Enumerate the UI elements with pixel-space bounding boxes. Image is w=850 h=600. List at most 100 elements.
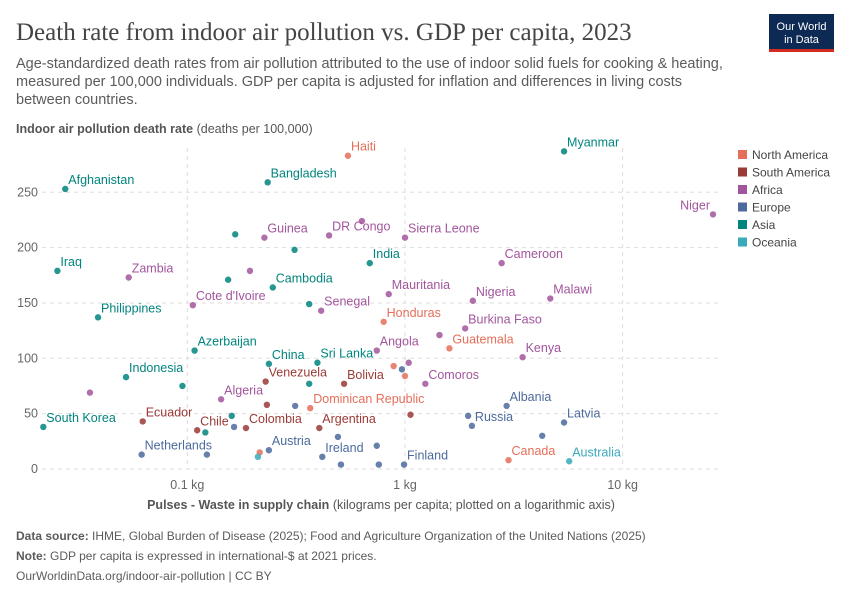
source: Data source: IHME, Global Burden of Dise… [16, 529, 646, 543]
data-point [325, 232, 333, 239]
data-point [539, 432, 546, 439]
point-label: Guinea [267, 222, 307, 236]
y-tick-label: 100 [17, 351, 38, 365]
point-label: Chile [200, 414, 229, 428]
point-label: Comoros [428, 368, 479, 382]
x-tick-label: 1 kg [393, 478, 417, 492]
data-point [314, 359, 321, 366]
point-label: Philippines [101, 301, 161, 315]
data-point [316, 424, 323, 432]
data-point [291, 402, 299, 410]
point-label: Colombia [249, 412, 302, 426]
data-point [139, 418, 146, 425]
point-label: Canada [512, 444, 556, 458]
data-point [373, 442, 380, 449]
point-label: Haiti [351, 140, 376, 154]
y-tick-label: 200 [17, 241, 38, 255]
data-point [468, 422, 476, 430]
data-point [265, 360, 273, 368]
point-label: Honduras [387, 306, 441, 320]
data-point [269, 284, 276, 291]
legend-swatch [738, 220, 747, 229]
point-label: Indonesia [129, 361, 183, 375]
source-label: Data source: [16, 529, 89, 543]
y-tick-label: 50 [24, 407, 38, 421]
y-tick-label: 0 [31, 462, 38, 476]
point-label: Guatemala [452, 332, 513, 346]
data-point [305, 380, 313, 387]
point-label: Venezuela [269, 366, 327, 380]
data-point [265, 446, 273, 454]
point-label: Myanmar [567, 135, 619, 149]
data-point [62, 185, 69, 193]
data-point [319, 453, 326, 461]
data-point [401, 234, 409, 241]
data-point [519, 354, 526, 361]
data-point [122, 373, 130, 381]
data-point [94, 314, 102, 321]
data-point [217, 396, 225, 403]
data-point [373, 347, 380, 354]
data-point [400, 461, 408, 468]
data-point [337, 461, 345, 468]
point-label: Bangladesh [271, 166, 337, 180]
data-point [224, 276, 232, 283]
data-point [560, 419, 568, 426]
data-point [305, 300, 313, 308]
data-point [390, 362, 397, 370]
y-tick-label: 250 [17, 185, 38, 199]
data-point [291, 246, 298, 254]
point-label: Cambodia [276, 271, 333, 285]
point-label: South Korea [46, 411, 116, 425]
point-label: Sierra Leone [408, 222, 480, 236]
logo-box [769, 14, 834, 51]
data-point [261, 234, 268, 241]
logo-stripe [769, 49, 834, 52]
legend-label: Asia [752, 218, 776, 232]
note-text: GDP per capita is expressed in internati… [50, 549, 377, 563]
data-point [547, 295, 554, 302]
point-label: Algeria [224, 383, 263, 397]
point-label: Nigeria [476, 285, 516, 299]
point-label: Afghanistan [68, 173, 134, 187]
source-text: IHME, Global Burden of Disease (2025); F… [92, 529, 646, 543]
subtitle: Age-standardized death rates from air po… [16, 56, 723, 72]
legend-swatch [738, 202, 747, 212]
data-point [436, 331, 443, 339]
x-axis-unit: (kilograms per capita; plotted on a loga… [333, 498, 615, 512]
point-label: Niger [680, 198, 710, 212]
data-point [191, 347, 198, 354]
data-point [334, 433, 342, 441]
data-point [228, 412, 235, 420]
point-label: Austria [272, 434, 311, 448]
data-point [246, 267, 254, 275]
point-label: Burkina Faso [468, 312, 542, 326]
data-point [189, 301, 197, 309]
data-point [125, 274, 132, 281]
data-point [385, 290, 392, 298]
data-point [138, 451, 145, 458]
point-label: Dominican Republic [313, 392, 424, 406]
data-point [262, 378, 269, 385]
y-axis-label: Indoor air pollution death rate (deaths … [16, 122, 313, 136]
point-label: Australia [572, 445, 621, 459]
point-label: Russia [475, 410, 513, 424]
data-point [203, 451, 211, 458]
data-point [446, 345, 453, 352]
logo-text: in Data [784, 34, 820, 46]
legend-swatch [738, 150, 747, 159]
point-label: Bolivia [347, 368, 384, 382]
data-point [366, 259, 373, 267]
x-axis-label: Pulses - Waste in supply chain (kilogram… [147, 498, 615, 512]
point-label: Finland [407, 449, 448, 463]
legend-label: South America [752, 166, 830, 180]
data-point [202, 429, 209, 436]
data-point [380, 318, 387, 325]
data-point [503, 402, 510, 410]
note-label: Note: [16, 549, 47, 563]
data-point [232, 231, 239, 238]
legend-label: Oceania [752, 236, 797, 250]
data-point [307, 404, 314, 412]
y-tick-label: 150 [17, 296, 38, 310]
